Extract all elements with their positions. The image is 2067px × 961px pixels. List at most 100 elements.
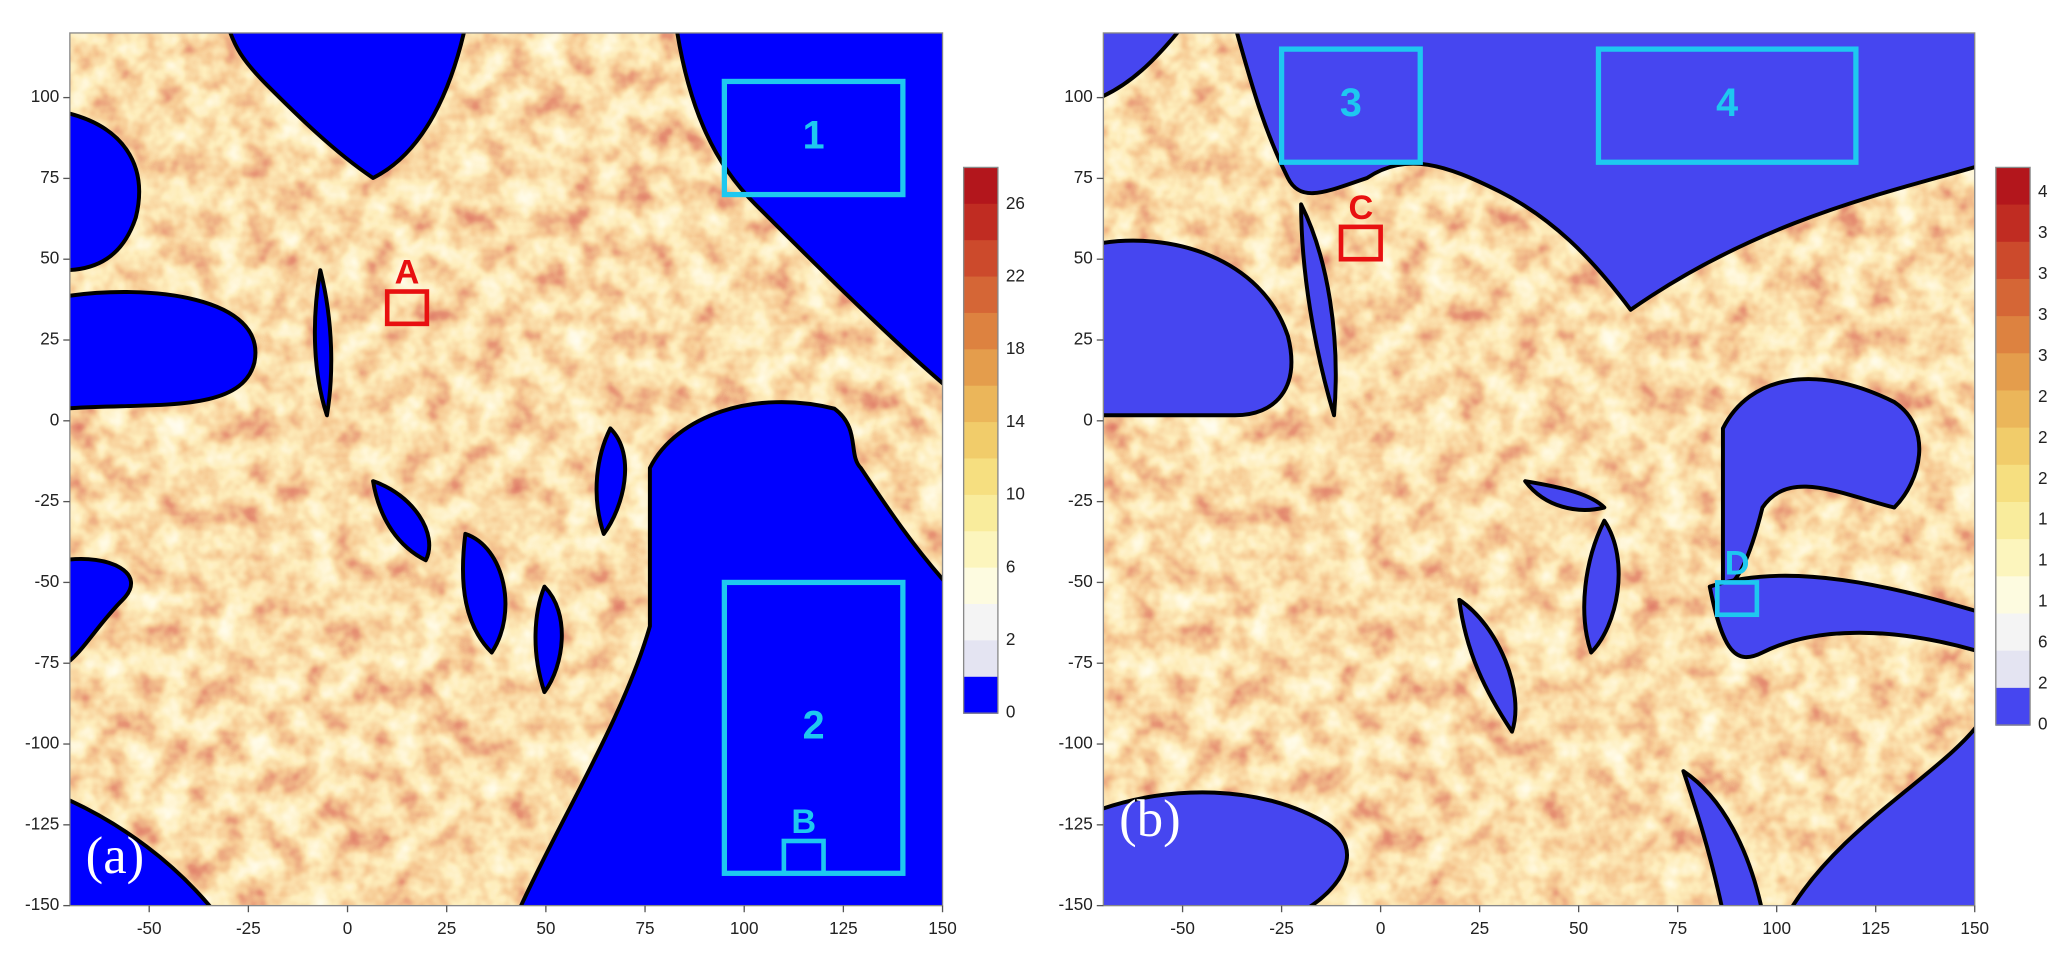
y-tick-label: -100 <box>1059 733 1093 753</box>
colorbar-label: 6 <box>2038 632 2048 652</box>
colorbar-segment <box>963 276 998 314</box>
colorbar-segment <box>1995 539 2031 577</box>
x-tick-label: -50 <box>1170 918 1195 938</box>
colorbar-segment <box>963 203 998 241</box>
panel-b: (b) -50 -25 0 25 50 75 100 125 150-150-125-100-7… <box>1059 32 2048 938</box>
x-tick-label: -25 <box>1269 918 1294 938</box>
y-tick-label: 0 <box>1083 409 1093 429</box>
y-tick-label: 0 <box>50 409 60 429</box>
colorbar-label: 0 <box>1006 702 1016 722</box>
region-box <box>781 838 826 876</box>
y-tick-label: 100 <box>31 86 60 106</box>
colorbar-label: 3 <box>2038 263 2048 283</box>
colorbar-segment <box>1995 316 2031 354</box>
field: (a) <box>69 32 943 906</box>
colorbar-label: 1 <box>2038 550 2048 570</box>
colorbar-segment <box>1995 613 2031 652</box>
colorbar-label: 1 <box>2038 591 2048 611</box>
panel-a: (a) -50 -25 0 25 50 75 100 125 150-150-125-100-7… <box>25 32 1026 938</box>
region-label: 3 <box>1340 81 1362 125</box>
plot-frame <box>1102 32 1976 907</box>
colorbar-segment <box>963 604 998 642</box>
x-tick-label: 150 <box>1960 918 1989 938</box>
colorbar-label: 2 <box>2038 468 2048 488</box>
y-tick-label: -75 <box>1068 652 1093 672</box>
y-tick-label: 75 <box>40 167 59 187</box>
colorbar-segment <box>1995 167 2031 206</box>
colorbar-segment <box>1995 278 2031 317</box>
x-tick-label: 75 <box>1668 918 1687 938</box>
x-tick-label: 50 <box>536 918 555 938</box>
colorbar-segment <box>963 240 998 278</box>
colorbar-segment <box>1995 687 2031 726</box>
y-tick-label: -125 <box>1059 813 1093 833</box>
colorbar-label: 4 <box>2038 181 2048 201</box>
region-label: B <box>791 803 816 841</box>
colorbar-label: 2 <box>2038 427 2048 447</box>
colorbar-segment <box>963 422 998 460</box>
colorbar-label: 6 <box>1006 556 1016 576</box>
colorbar-segment <box>1995 650 2031 689</box>
colorbar-label: 2 <box>2038 673 2048 693</box>
colorbar-frame <box>1995 166 2031 726</box>
region-label: 1 <box>803 113 825 157</box>
x-tick-label: -25 <box>236 918 261 938</box>
colorbar-label: 22 <box>1006 266 1025 286</box>
colorbar-segment <box>963 167 998 205</box>
y-tick-label: -75 <box>35 652 60 672</box>
x-tick-label: 50 <box>1569 918 1588 938</box>
colorbar-label: 1 <box>2038 509 2048 529</box>
y-tick-label: -50 <box>1068 571 1093 591</box>
panel-label: (a) <box>86 827 145 885</box>
colorbar-segment <box>1995 204 2031 243</box>
panel-label: (b) <box>1119 790 1180 848</box>
colorbar-segment <box>1995 576 2031 615</box>
region-label: C <box>1348 189 1373 227</box>
masked-regions <box>69 32 943 906</box>
region-label: A <box>395 253 420 291</box>
region-box <box>1714 580 1760 618</box>
colorbar-segment <box>963 567 998 605</box>
colorbar-label: 14 <box>1006 411 1026 431</box>
x-tick-label: 0 <box>343 918 353 938</box>
y-tick-label: -25 <box>1068 490 1093 510</box>
colorbar-label: 26 <box>1006 193 1025 213</box>
colorbar-label: 18 <box>1006 338 1025 358</box>
y-tick-label: -100 <box>25 733 59 753</box>
colorbar-segment <box>1995 353 2031 392</box>
x-tick-label: 25 <box>1470 918 1489 938</box>
x-tick-label: 100 <box>1762 918 1791 938</box>
y-tick-label: 50 <box>1074 248 1093 268</box>
colorbar-segment <box>963 312 998 350</box>
colorbar-segment <box>1995 241 2031 280</box>
y-tick-label: 50 <box>40 248 59 268</box>
y-tick-label: -150 <box>25 894 59 914</box>
y-tick-label: 100 <box>1064 86 1093 106</box>
colorbar-segment <box>963 676 998 714</box>
colorbar-label: 0 <box>2038 714 2048 734</box>
field: (b) <box>1103 32 1975 906</box>
region-box <box>721 78 906 198</box>
region-box <box>1338 224 1383 262</box>
y-tick-label: 25 <box>40 329 59 349</box>
region-label: 4 <box>1716 81 1738 125</box>
colorbar-segment <box>963 531 998 569</box>
colorbar-segment <box>1995 390 2031 429</box>
colorbar-frame <box>962 166 999 714</box>
region-label: 2 <box>803 703 825 747</box>
x-tick-label: 100 <box>730 918 759 938</box>
x-tick-label: 125 <box>1861 918 1890 938</box>
colorbar-label: 3 <box>2038 304 2048 324</box>
colorbar-segment <box>1995 427 2031 466</box>
colorbar-label: 2 <box>2038 386 2048 406</box>
y-tick-label: 75 <box>1074 167 1093 187</box>
colorbar-label: 2 <box>1006 629 1016 649</box>
x-tick-label: 150 <box>928 918 957 938</box>
region-box <box>384 289 430 327</box>
x-tick-label: -50 <box>137 918 162 938</box>
colorbar-segment <box>1995 464 2031 503</box>
colorbar-segment <box>963 385 998 423</box>
x-tick-label: 125 <box>829 918 858 938</box>
colorbar-segment <box>1995 501 2031 540</box>
